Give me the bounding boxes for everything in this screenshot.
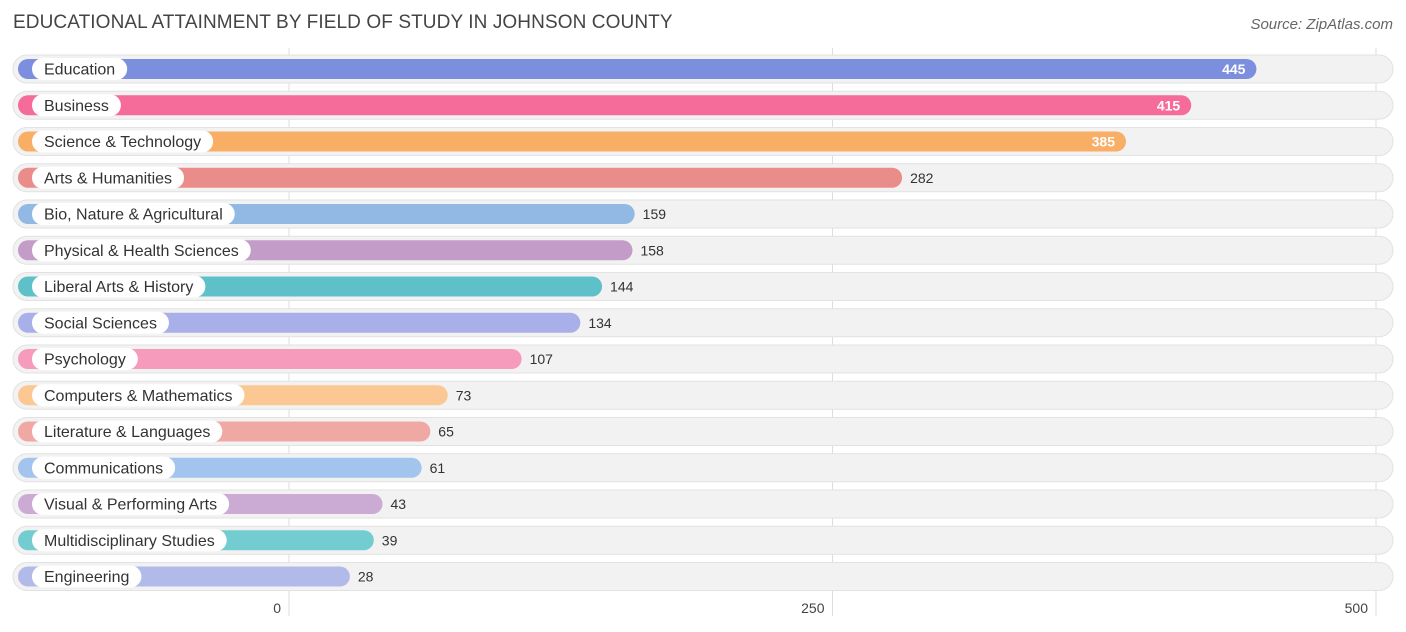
bar-row: Multidisciplinary Studies 39 <box>12 525 1394 555</box>
value-label: 158 <box>640 242 664 258</box>
value-label: 73 <box>456 387 472 403</box>
category-label-pill <box>32 493 230 515</box>
value-label: 445 <box>1222 61 1246 77</box>
bar-row: Bio, Nature & Agricultural 159 <box>12 199 1394 229</box>
bar-row: Social Sciences 134 <box>12 308 1394 338</box>
category-label: Business <box>44 98 109 115</box>
bar-row: Visual & Performing Arts 43 <box>12 489 1394 519</box>
value-label: 65 <box>438 424 454 440</box>
category-label: Science & Technology <box>44 134 201 151</box>
value-label: 107 <box>530 351 554 367</box>
value-label: 385 <box>1092 134 1116 150</box>
bar-row: Psychology 107 <box>12 344 1394 374</box>
bar-row: Arts & Humanities 282 <box>12 163 1394 193</box>
category-label-pill <box>32 311 169 334</box>
category-label-pill <box>32 456 176 479</box>
value-label: 134 <box>588 315 612 331</box>
value-label: 415 <box>1157 97 1181 113</box>
bar-row: Literature & Languages 65 <box>12 417 1394 446</box>
bar[interactable] <box>18 167 903 188</box>
category-label-pill <box>32 166 185 189</box>
category-label-pill <box>32 384 245 407</box>
value-label: 144 <box>610 279 634 295</box>
bar[interactable] <box>18 349 522 369</box>
x-tick-label: 0 <box>273 600 281 616</box>
bar-row: Physical & Health Sciences 158 <box>12 235 1394 265</box>
value-label: 39 <box>382 532 398 548</box>
chart-title: EDUCATIONAL ATTAINMENT BY FIELD OF STUDY… <box>13 12 673 33</box>
bar-row: Communications 61 <box>12 453 1394 483</box>
source-credit: Source: ZipAtlas.com <box>1250 16 1393 33</box>
value-label: 61 <box>430 460 446 476</box>
category-label: Multidisciplinary Studies <box>44 533 215 550</box>
value-label: 282 <box>910 170 934 186</box>
category-label-pill <box>32 130 214 153</box>
category-label-pill <box>32 565 142 588</box>
value-label: 159 <box>643 206 667 222</box>
category-label-pill <box>32 348 138 370</box>
category-label: Education <box>44 62 115 79</box>
category-label-pill <box>32 58 128 80</box>
category-label: Social Sciences <box>44 315 157 332</box>
category-label: Engineering <box>44 569 129 586</box>
x-tick-label: 250 <box>801 600 825 616</box>
category-label: Bio, Nature & Agricultural <box>44 207 223 224</box>
category-label-pill <box>32 203 235 225</box>
category-label-pill <box>32 239 251 262</box>
value-label: 28 <box>358 569 374 585</box>
category-label: Physical & Health Sciences <box>44 243 239 260</box>
category-label-pill <box>32 275 206 298</box>
bar[interactable] <box>18 59 1257 79</box>
bar-row: Business 415 <box>12 90 1394 120</box>
category-label: Visual & Performing Arts <box>44 497 217 514</box>
bar-row: Science & Technology 385 <box>12 127 1394 156</box>
category-label: Communications <box>44 460 163 477</box>
bar-row: Education 445 <box>12 54 1394 84</box>
bar-track <box>12 562 1394 591</box>
category-label: Literature & Languages <box>44 424 210 441</box>
bar[interactable] <box>18 131 1126 152</box>
bar-row: Engineering 28 <box>12 562 1394 591</box>
category-label-pill <box>32 420 223 443</box>
category-label: Psychology <box>44 352 126 369</box>
category-label-pill <box>32 529 227 552</box>
category-label-pill <box>32 94 121 117</box>
category-label: Arts & Humanities <box>44 170 172 187</box>
bar-row: Computers & Mathematics 73 <box>12 380 1394 410</box>
x-tick-label: 500 <box>1345 600 1369 616</box>
value-label: 43 <box>390 496 406 512</box>
bar-row: Liberal Arts & History 144 <box>12 272 1394 301</box>
category-label: Computers & Mathematics <box>44 388 233 405</box>
category-label: Liberal Arts & History <box>44 279 193 296</box>
bar[interactable] <box>18 95 1192 116</box>
